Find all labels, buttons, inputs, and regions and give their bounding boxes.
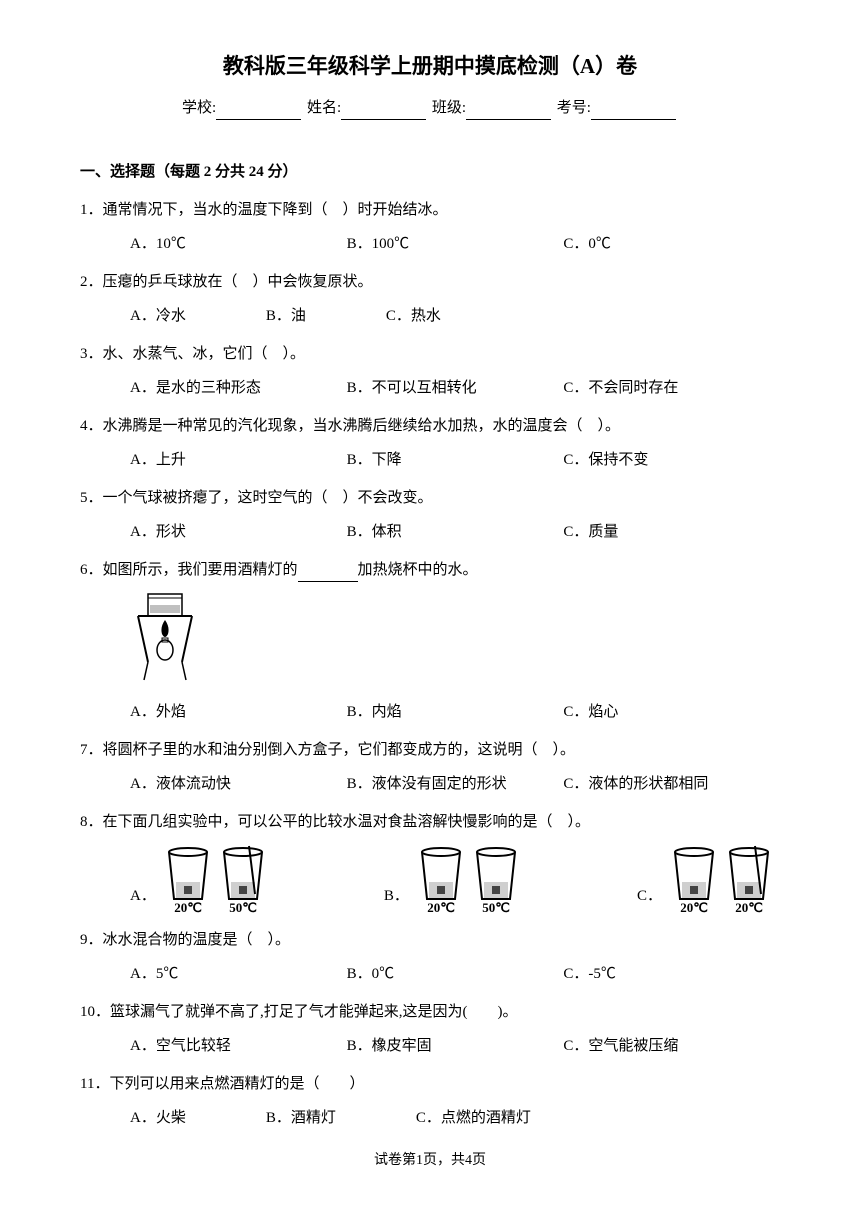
q11-options: A．火柴 B．酒精灯 C．点燃的酒精灯	[80, 1106, 780, 1130]
q3-stem: 3．水、水蒸气、冰，它们（ ）。	[80, 342, 780, 366]
q2-stem: 2．压瘪的乒乓球放在（ ）中会恢复原状。	[80, 270, 780, 294]
alcohol-lamp-diagram	[130, 592, 780, 690]
q1-option-a[interactable]: A．10℃	[130, 232, 347, 256]
q8-label-b: B．	[384, 884, 409, 914]
q4-options: A．上升 B．下降 C．保持不变	[80, 448, 780, 472]
q1-option-c[interactable]: C．0℃	[563, 232, 780, 256]
q2-option-c[interactable]: C．热水	[386, 304, 441, 328]
q9-option-b[interactable]: B．0℃	[347, 962, 564, 986]
q1-option-b[interactable]: B．100℃	[347, 232, 564, 256]
q7-options: A．液体流动快 B．液体没有固定的形状 C．液体的形状都相同	[80, 772, 780, 796]
q10-option-b[interactable]: B．橡皮牢固	[347, 1034, 564, 1058]
question-9: 9．冰水混合物的温度是（ ）。 A．5℃ B．0℃ C．-5℃	[80, 928, 780, 986]
svg-text:50℃: 50℃	[229, 900, 257, 914]
q6-stem-post: 加热烧杯中的水。	[358, 562, 478, 578]
q5-option-a[interactable]: A．形状	[130, 520, 347, 544]
q6-stem: 6．如图所示，我们要用酒精灯的 加热烧杯中的水。	[80, 558, 780, 582]
svg-text:50℃: 50℃	[482, 900, 510, 914]
q2-options: A．冷水 B．油 C．热水	[80, 304, 780, 328]
q3-options: A．是水的三种形态 B．不可以互相转化 C．不会同时存在	[80, 376, 780, 400]
svg-text:20℃: 20℃	[427, 900, 455, 914]
q11-option-b[interactable]: B．酒精灯	[266, 1106, 336, 1130]
q9-options: A．5℃ B．0℃ C．-5℃	[80, 962, 780, 986]
question-4: 4．水沸腾是一种常见的汽化现象，当水沸腾后继续给水加热，水的温度会（ ）。 A．…	[80, 414, 780, 472]
q6-stem-pre: 6．如图所示，我们要用酒精灯的	[80, 562, 298, 578]
class-blank[interactable]	[466, 104, 551, 120]
question-8: 8．在下面几组实验中，可以公平的比较水温对食盐溶解快慢影响的是（ ）。 A． 2…	[80, 810, 780, 914]
question-7: 7．将圆杯子里的水和油分别倒入方盒子，它们都变成方的，这说明（ ）。 A．液体流…	[80, 738, 780, 796]
q7-option-c[interactable]: C．液体的形状都相同	[563, 772, 780, 796]
question-3: 3．水、水蒸气、冰，它们（ ）。 A．是水的三种形态 B．不可以互相转化 C．不…	[80, 342, 780, 400]
q11-option-c[interactable]: C．点燃的酒精灯	[416, 1106, 531, 1130]
q9-option-a[interactable]: A．5℃	[130, 962, 347, 986]
q5-stem: 5．一个气球被挤瘪了，这时空气的（ ）不会改变。	[80, 486, 780, 510]
svg-text:20℃: 20℃	[735, 900, 763, 914]
q10-options: A．空气比较轻 B．橡皮牢固 C．空气能被压缩	[80, 1034, 780, 1058]
q11-option-a[interactable]: A．火柴	[130, 1106, 186, 1130]
q5-option-c[interactable]: C．质量	[563, 520, 780, 544]
q1-stem: 1．通常情况下，当水的温度下降到（ ）时开始结冰。	[80, 198, 780, 222]
page-title: 教科版三年级科学上册期中摸底检测（A）卷	[80, 50, 780, 84]
q8-label-a: A．	[130, 884, 156, 914]
q6-options: A．外焰 B．内焰 C．焰心	[80, 700, 780, 724]
id-blank[interactable]	[591, 104, 676, 120]
q1-options: A．10℃ B．100℃ C．0℃	[80, 232, 780, 256]
class-label: 班级:	[432, 100, 466, 116]
q4-option-c[interactable]: C．保持不变	[563, 448, 780, 472]
question-2: 2．压瘪的乒乓球放在（ ）中会恢复原状。 A．冷水 B．油 C．热水	[80, 270, 780, 328]
question-6: 6．如图所示，我们要用酒精灯的 加热烧杯中的水。 A．外焰 B．内焰 C．焰心	[80, 558, 780, 724]
q8-cups-diagram: A． 20℃ 50℃ B．	[80, 844, 780, 914]
q6-fill-blank[interactable]	[298, 567, 358, 582]
q7-stem: 7．将圆杯子里的水和油分别倒入方盒子，它们都变成方的，这说明（ ）。	[80, 738, 780, 762]
svg-text:20℃: 20℃	[174, 900, 202, 914]
q3-option-a[interactable]: A．是水的三种形态	[130, 376, 347, 400]
q2-option-a[interactable]: A．冷水	[130, 304, 186, 328]
school-label: 学校:	[182, 100, 216, 116]
name-label: 姓名:	[307, 100, 341, 116]
svg-text:20℃: 20℃	[680, 900, 708, 914]
q3-option-c[interactable]: C．不会同时存在	[563, 376, 780, 400]
q7-option-b[interactable]: B．液体没有固定的形状	[347, 772, 564, 796]
section-1-title: 一、选择题（每题 2 分共 24 分）	[80, 160, 780, 184]
q8-option-c-group[interactable]: C． 20℃ 20℃	[637, 844, 780, 914]
question-5: 5．一个气球被挤瘪了，这时空气的（ ）不会改变。 A．形状 B．体积 C．质量	[80, 486, 780, 544]
q3-option-b[interactable]: B．不可以互相转化	[347, 376, 564, 400]
q10-stem: 10．篮球漏气了就弹不高了,打足了气才能弹起来,这是因为( )。	[80, 1000, 780, 1024]
q4-option-a[interactable]: A．上升	[130, 448, 347, 472]
page-footer: 试卷第1页，共4页	[80, 1150, 780, 1172]
q6-option-c[interactable]: C．焰心	[563, 700, 780, 724]
student-info-line: 学校: 姓名: 班级: 考号:	[80, 96, 780, 120]
q4-option-b[interactable]: B．下降	[347, 448, 564, 472]
question-10: 10．篮球漏气了就弹不高了,打足了气才能弹起来,这是因为( )。 A．空气比较轻…	[80, 1000, 780, 1058]
q5-options: A．形状 B．体积 C．质量	[80, 520, 780, 544]
q8-label-c: C．	[637, 884, 662, 914]
q6-option-b[interactable]: B．内焰	[347, 700, 564, 724]
question-1: 1．通常情况下，当水的温度下降到（ ）时开始结冰。 A．10℃ B．100℃ C…	[80, 198, 780, 256]
q5-option-b[interactable]: B．体积	[347, 520, 564, 544]
q8-stem: 8．在下面几组实验中，可以公平的比较水温对食盐溶解快慢影响的是（ ）。	[80, 810, 780, 834]
q8-option-b-group[interactable]: B． 20℃ 50℃	[384, 844, 527, 914]
q6-option-a[interactable]: A．外焰	[130, 700, 347, 724]
school-blank[interactable]	[216, 104, 301, 120]
q10-option-c[interactable]: C．空气能被压缩	[563, 1034, 780, 1058]
q2-option-b[interactable]: B．油	[266, 304, 306, 328]
name-blank[interactable]	[341, 104, 426, 120]
q7-option-a[interactable]: A．液体流动快	[130, 772, 347, 796]
q11-stem: 11．下列可以用来点燃酒精灯的是（ ）	[80, 1072, 780, 1096]
q9-stem: 9．冰水混合物的温度是（ ）。	[80, 928, 780, 952]
question-11: 11．下列可以用来点燃酒精灯的是（ ） A．火柴 B．酒精灯 C．点燃的酒精灯	[80, 1072, 780, 1130]
q10-option-a[interactable]: A．空气比较轻	[130, 1034, 347, 1058]
q8-option-a-group[interactable]: A． 20℃ 50℃	[130, 844, 274, 914]
q4-stem: 4．水沸腾是一种常见的汽化现象，当水沸腾后继续给水加热，水的温度会（ ）。	[80, 414, 780, 438]
id-label: 考号:	[557, 100, 591, 116]
q9-option-c[interactable]: C．-5℃	[563, 962, 780, 986]
